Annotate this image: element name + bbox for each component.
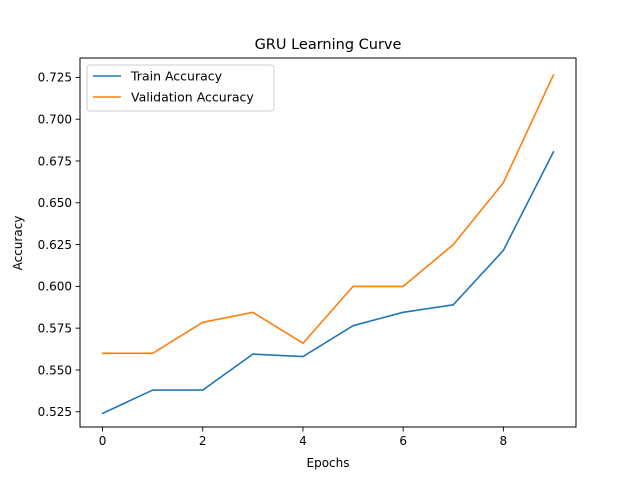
axes-frame: [79, 57, 577, 428]
y-tick-label: 0.700: [38, 112, 72, 126]
x-tick-label: 2: [199, 434, 207, 448]
y-tick-label: 0.600: [38, 280, 72, 294]
y-tick-label: 0.650: [38, 196, 72, 210]
legend: Train Accuracy Validation Accuracy: [86, 64, 275, 112]
y-tick-label: 0.675: [38, 154, 72, 168]
series-line-validation: [101, 73, 555, 355]
legend-label: Validation Accuracy: [131, 90, 254, 105]
x-axis-ticks: 0 2 4 6 8: [99, 427, 507, 448]
legend-label: Train Accuracy: [130, 69, 223, 84]
x-tick-label: 8: [500, 434, 508, 448]
plot-lines: [101, 73, 555, 415]
y-axis-ticks: 0.525 0.550 0.575 0.600 0.625 0.650 0.675 0.700…: [38, 71, 80, 419]
x-axis-label: Epochs: [307, 456, 350, 470]
x-tick-label: 4: [299, 434, 307, 448]
y-tick-label: 0.625: [38, 238, 72, 252]
y-tick-label: 0.725: [38, 71, 72, 85]
x-tick-label: 6: [399, 434, 407, 448]
legend-box: [86, 64, 275, 112]
y-tick-label: 0.525: [38, 405, 72, 419]
y-tick-label: 0.550: [38, 363, 72, 377]
x-tick-label: 0: [99, 434, 107, 448]
y-tick-label: 0.575: [38, 321, 72, 335]
y-axis-label: Accuracy: [11, 216, 25, 271]
chart-title: GRU Learning Curve: [255, 37, 402, 53]
series-line-train: [101, 150, 555, 415]
